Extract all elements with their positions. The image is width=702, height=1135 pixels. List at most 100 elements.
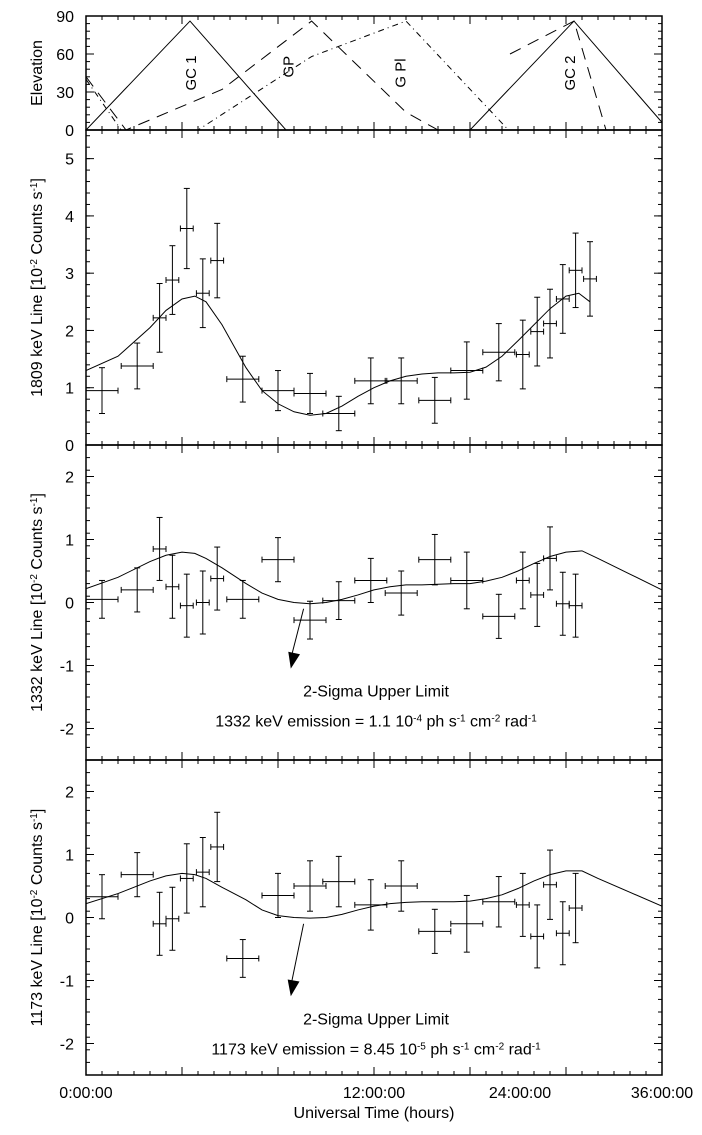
- data-point: [482, 323, 516, 382]
- data-point: [293, 860, 327, 912]
- data-point: [261, 537, 295, 583]
- panel-content: [86, 811, 662, 978]
- panel-1: 0 1 2 3 4 5 1809 keV Line [10-2 Counts s-1]: [29, 129, 663, 455]
- y-axis-label: 1809 keV Line [10-2 Counts s-1]: [29, 178, 47, 397]
- data-point: [226, 355, 260, 403]
- data-point: [322, 581, 356, 621]
- y-tick-label: 1: [65, 381, 74, 398]
- data-point: [515, 872, 530, 937]
- data-point: [418, 376, 452, 424]
- y-tick-label: 0: [65, 438, 74, 455]
- y-axis-label: Elevation: [29, 40, 46, 106]
- panel-0: 0 30 60 90 Elevation GC 1 GP G Pl GC 2: [29, 9, 663, 140]
- data-point: [354, 879, 388, 931]
- emission-value: 1173 keV emission = 8.45 10-5 ph s-1 cm-…: [211, 1041, 541, 1059]
- source-label: G Pl: [393, 58, 410, 87]
- y-tick-label: -2: [60, 1037, 74, 1054]
- data-point: [120, 342, 154, 390]
- data-point: [195, 836, 210, 908]
- y-tick-label: -1: [60, 974, 74, 991]
- data-point: [195, 258, 210, 329]
- upper-limit-arrow: [290, 923, 305, 987]
- data-point: [120, 567, 154, 613]
- data-point: [354, 557, 388, 603]
- upper-limit-arrowhead: [288, 651, 301, 669]
- data-point: [210, 222, 225, 299]
- y-tick-label: 30: [56, 85, 74, 102]
- data-point: [165, 886, 180, 951]
- x-axis-label: Universal Time (hours): [294, 1105, 455, 1122]
- data-point: [384, 860, 418, 912]
- data-point: [165, 554, 180, 619]
- data-point: [568, 573, 583, 638]
- y-tick-label: 5: [65, 152, 74, 169]
- data-point: [195, 570, 210, 635]
- source-label: GC 2: [562, 55, 579, 90]
- data-point: [179, 573, 194, 638]
- data-point: [450, 341, 484, 400]
- data-point: [568, 872, 583, 944]
- data-point: [555, 901, 570, 966]
- data-point: [530, 562, 545, 627]
- y-tick-label: 2: [65, 323, 74, 340]
- y-tick-label: -1: [60, 659, 74, 676]
- data-point: [261, 370, 295, 412]
- y-tick-label: 0: [65, 596, 74, 613]
- data-point: [482, 593, 516, 639]
- data-point: [226, 939, 260, 978]
- data-point: [515, 319, 530, 390]
- data-point: [530, 296, 545, 367]
- y-tick-label: 60: [56, 47, 74, 64]
- elevation-curve-gp: [86, 20, 439, 130]
- upper-limit-title: 2-Sigma Upper Limit: [303, 684, 449, 701]
- upper-limit-title: 2-Sigma Upper Limit: [303, 1011, 449, 1028]
- y-tick-label: 2: [65, 470, 74, 487]
- panel-3: -2 -1 0 1 2 1173 keV Line [10-2 Counts s-1] 2-…: [29, 759, 663, 1076]
- model-curve: [86, 870, 662, 919]
- data-point: [530, 904, 545, 969]
- x-tick-label-0: 0:00:00: [59, 1085, 112, 1102]
- data-point: [568, 232, 583, 309]
- data-point: [210, 811, 225, 883]
- y-tick-label: 0: [65, 123, 74, 140]
- data-point: [384, 570, 418, 616]
- y-tick-label: 0: [65, 911, 74, 928]
- data-point: [179, 843, 194, 914]
- data-point: [152, 891, 167, 956]
- data-point: [543, 288, 557, 359]
- data-point: [515, 551, 530, 610]
- elevation-curve-gc-2-(dashed): [509, 20, 607, 130]
- y-tick-label: 90: [56, 9, 74, 26]
- source-label: GC 1: [183, 55, 200, 90]
- data-point: [418, 533, 452, 586]
- model-curve: [86, 292, 591, 416]
- y-tick-label: 4: [65, 209, 74, 226]
- x-tick-label-2: 24:00:00: [489, 1085, 551, 1102]
- data-point: [293, 372, 327, 414]
- panel-content: [86, 20, 662, 130]
- emission-value: 1332 keV emission = 1.1 10-4 ph s-1 cm-2…: [215, 713, 537, 731]
- data-point: [450, 551, 484, 610]
- upper-limit-arrowhead: [287, 979, 300, 997]
- data-point: [152, 516, 167, 581]
- data-point: [86, 579, 119, 619]
- data-point: [543, 526, 557, 591]
- y-tick-label: 1: [65, 848, 74, 865]
- data-point: [293, 600, 327, 640]
- data-point: [226, 579, 260, 619]
- data-point: [86, 874, 119, 920]
- data-point: [261, 872, 295, 918]
- x-tick-label-1: 12:00:00: [343, 1085, 405, 1102]
- data-point: [210, 546, 225, 611]
- data-point: [86, 367, 119, 414]
- y-tick-label: 1: [65, 533, 74, 550]
- upper-limit-arrow: [290, 608, 305, 659]
- y-tick-label: -2: [60, 722, 74, 739]
- data-point: [322, 395, 356, 432]
- data-point: [120, 852, 154, 898]
- data-point: [482, 876, 516, 928]
- data-point: [450, 894, 484, 953]
- data-point: [555, 264, 570, 334]
- data-point: [543, 849, 557, 920]
